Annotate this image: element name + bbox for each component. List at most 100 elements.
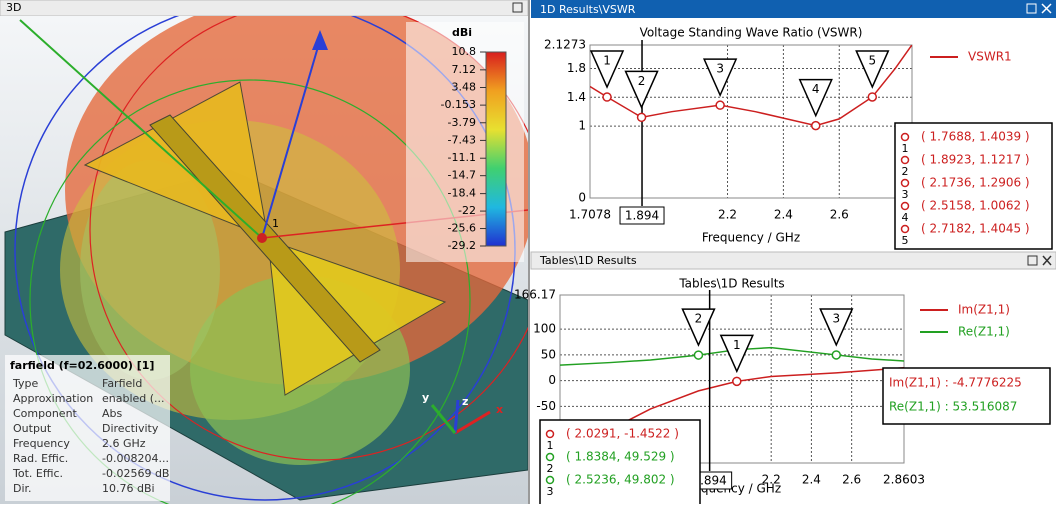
marker-flag — [624, 70, 659, 110]
y-tick-label: 1.8 — [567, 61, 586, 75]
info-key: Component — [13, 407, 78, 420]
colorbar-label: 10.8 — [452, 45, 477, 58]
readout-index: 1 — [547, 439, 554, 452]
colorbar-label: -29.2 — [448, 239, 476, 252]
close-button[interactable] — [1041, 3, 1052, 14]
colorbar-label: -14.7 — [448, 169, 476, 182]
readout-icon — [900, 155, 910, 165]
x-tick-label: 2.6 — [830, 208, 849, 222]
legend-label: Re(Z1,1) — [958, 325, 1010, 339]
maximize-button[interactable] — [1027, 255, 1038, 266]
readout-icon — [900, 201, 910, 211]
info-value: Abs — [102, 407, 123, 420]
close-button[interactable] — [1042, 255, 1052, 266]
colorbar-label: -18.4 — [448, 187, 476, 200]
y-tick-label: 1 — [578, 119, 586, 133]
info-value: -0.02569 dB — [102, 467, 169, 480]
info-value: 10.76 dBi — [102, 482, 155, 495]
title-bar — [531, 0, 1056, 18]
marker-label: 3 — [832, 311, 840, 325]
info-key: Rad. Effic. — [13, 452, 68, 465]
y-tick-label: 50 — [541, 347, 556, 361]
marker-flag — [702, 58, 738, 98]
readout-text: ( 1.8384, 49.529 ) — [566, 450, 675, 464]
info-value: enabled (... — [102, 392, 165, 405]
marker-label: 2 — [638, 74, 646, 88]
info-value: 2.6 GHz — [102, 437, 146, 450]
marker — [636, 112, 647, 123]
colorbar-label: -7.43 — [448, 133, 476, 146]
x-tick-label: 2.2 — [762, 473, 781, 487]
readout-index: 3 — [547, 485, 554, 498]
marker-flag — [719, 334, 754, 374]
window-title: 1D Results\VSWR — [540, 3, 636, 16]
marker — [810, 120, 821, 131]
readout-text: ( 1.7688, 1.4039 ) — [921, 130, 1030, 144]
readout-icon — [900, 224, 910, 234]
marker-label: 4 — [812, 82, 820, 96]
axis-label: x — [496, 403, 503, 416]
x-tick-label: 2.8603 — [883, 473, 925, 487]
title-bar — [0, 0, 529, 17]
readout-text: ( 1.8923, 1.1217 ) — [921, 153, 1030, 167]
readout-index: 2 — [902, 165, 909, 178]
y-tick-label: 0 — [548, 373, 556, 387]
marker — [867, 92, 878, 102]
chart: Voltage Standing Wave Ratio (VSWR) Freque… — [544, 26, 1053, 250]
readout-box — [539, 419, 701, 508]
maximize-button[interactable] — [512, 2, 523, 13]
colorbar-label: -3.79 — [448, 116, 476, 129]
x-tick-label: 2.4 — [802, 473, 821, 487]
cursor-label-box — [619, 206, 665, 225]
axis-x — [454, 410, 491, 435]
info-key: Tot. Effic. — [12, 467, 63, 480]
readout-text: ( 2.5236, 49.802 ) — [566, 473, 675, 487]
colorbar-label: 3.48 — [452, 81, 477, 94]
chart-title: Voltage Standing Wave Ratio (VSWR) — [640, 26, 863, 40]
info-key: Frequency — [13, 437, 70, 450]
colorbar-label: -11.1 — [448, 151, 476, 164]
readout-index: 3 — [902, 188, 909, 201]
cursor-label: 1.894 — [692, 474, 726, 488]
series-line — [590, 45, 912, 127]
info-key: Output — [13, 422, 52, 435]
x-tick-label: 2.2 — [718, 208, 737, 222]
axis-label: y — [422, 391, 429, 404]
colorbar-label: -25.6 — [448, 222, 476, 235]
readout-text: ( 2.7182, 1.4045 ) — [921, 222, 1030, 236]
axis-label: z — [462, 395, 468, 408]
marker — [693, 350, 704, 360]
chart: Tables\1D ResultsFrequency / GHz-5005010… — [514, 277, 1051, 508]
marker — [715, 100, 725, 110]
title-bar — [530, 251, 1056, 270]
y-tick-label: 2.1273 — [544, 38, 586, 52]
plot-frame — [589, 44, 913, 199]
readout-box — [894, 122, 1053, 250]
readout-icon — [545, 429, 555, 439]
readout-icon — [545, 475, 555, 485]
y-tick-label: 0 — [578, 191, 586, 205]
info-value: -0.008204... — [102, 452, 169, 465]
info-key: Type — [12, 377, 38, 390]
colorbar — [485, 51, 507, 247]
marker-label: 1 — [733, 338, 741, 352]
marker-flag — [589, 50, 625, 89]
marker — [602, 92, 612, 102]
maximize-button[interactable] — [1026, 3, 1037, 14]
legend-label: Im(Z1,1) — [958, 303, 1010, 317]
readout-index: 4 — [902, 211, 909, 224]
info-key: Approximation — [13, 392, 93, 405]
marker-label: 2 — [695, 312, 703, 326]
colorbar-unit: dBi — [452, 26, 472, 39]
window-title: Tables\1D Results — [539, 254, 637, 267]
colorbar-label: 7.12 — [452, 63, 477, 76]
axis-y — [430, 404, 457, 434]
readout-text: ( 2.1736, 1.2906 ) — [921, 176, 1030, 190]
readout-icon — [900, 178, 910, 188]
marker-flag — [681, 308, 716, 347]
readout-index: 2 — [547, 462, 554, 475]
marker-label: 3 — [716, 62, 724, 76]
y-tick-label: 1.4 — [567, 90, 586, 104]
y-tick-label: 100 — [533, 322, 556, 336]
